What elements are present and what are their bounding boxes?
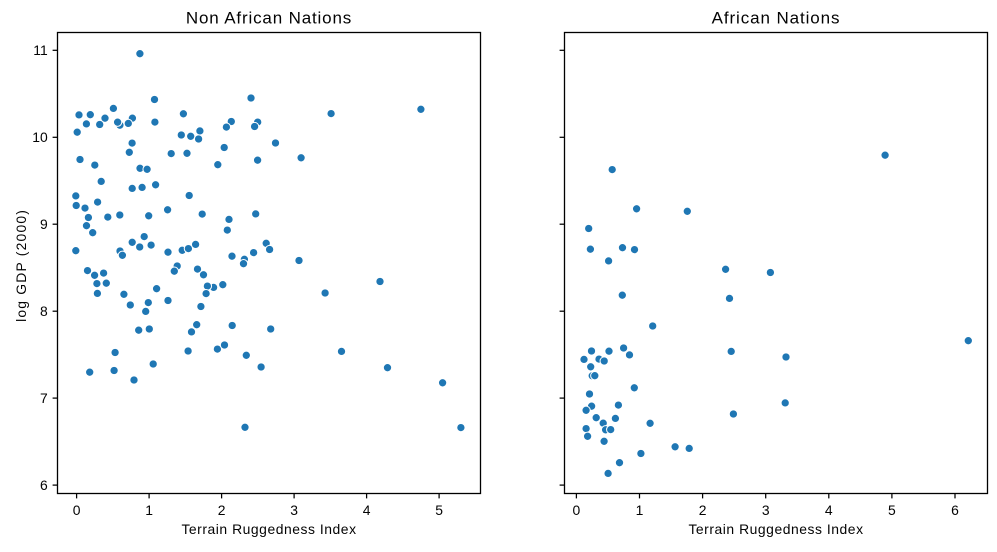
svg-text:4: 4: [825, 502, 833, 518]
svg-text:6: 6: [40, 477, 48, 493]
svg-text:8: 8: [40, 303, 48, 319]
svg-text:3: 3: [762, 502, 770, 518]
svg-text:2: 2: [218, 502, 226, 518]
svg-text:0: 0: [73, 502, 81, 518]
svg-text:0: 0: [573, 502, 581, 518]
svg-text:6: 6: [951, 502, 959, 518]
svg-text:log GDP (2000): log GDP (2000): [13, 209, 29, 322]
svg-text:11: 11: [33, 42, 48, 58]
svg-text:1: 1: [145, 502, 153, 518]
svg-text:African Nations: African Nations: [712, 9, 841, 28]
svg-text:9: 9: [40, 216, 48, 232]
svg-text:4: 4: [363, 502, 371, 518]
svg-text:1: 1: [636, 502, 644, 518]
svg-text:10: 10: [32, 129, 48, 145]
svg-text:5: 5: [435, 502, 443, 518]
svg-text:7: 7: [40, 390, 48, 406]
svg-text:Non African Nations: Non African Nations: [186, 9, 352, 28]
svg-text:3: 3: [290, 502, 298, 518]
svg-text:5: 5: [888, 502, 896, 518]
svg-text:Terrain Ruggedness Index: Terrain Ruggedness Index: [688, 521, 863, 537]
svg-text:Terrain Ruggedness Index: Terrain Ruggedness Index: [181, 521, 356, 537]
svg-text:2: 2: [699, 502, 707, 518]
